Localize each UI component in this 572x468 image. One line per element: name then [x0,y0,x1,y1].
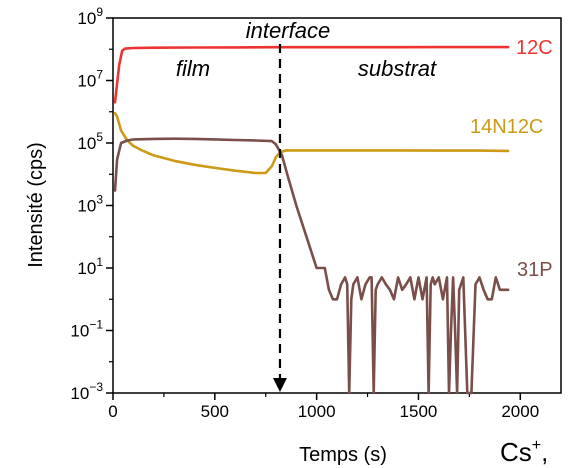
x-tick-label: 1500 [400,402,438,421]
ion-charge: + [532,437,541,454]
series-line-31P [113,137,510,395]
y-axis-title: Intensité (cps) [25,142,47,268]
x-tick-label: 2000 [501,402,539,421]
series-line-14N12C [113,111,510,175]
series-lines [113,45,510,395]
y-tick-label: 107 [77,68,103,91]
ion-name: Cs [500,437,532,467]
y-tick-label: 10−1 [70,318,103,341]
y-tick-label: 103 [77,193,103,216]
series-label-12C: 12C [516,37,553,59]
annotation-substrat: substrat [358,56,437,81]
x-tick-label: 500 [201,402,229,421]
y-tick-label: 10−3 [70,380,103,403]
annotation-film: film [176,56,210,81]
y-tick-label: 105 [77,130,103,153]
annotation-interface: interface [246,18,330,43]
y-tick-label: 101 [77,255,103,278]
ion-label: Cs+, [500,437,548,467]
y-axis: 10−3 10−1 101 103 105 107 109 [70,5,113,403]
series-label-14N12C: 14N12C [470,116,543,138]
series-line-12C [113,45,510,104]
plot-area: 0 500 1000 1500 2000 10−3 10−1 101 103 105 107 109 [70,5,562,421]
x-tick-label: 1000 [298,402,336,421]
y-tick-label: 109 [77,5,103,28]
x-axis: 0 500 1000 1500 2000 [108,393,539,421]
interface-arrow-head [272,378,287,392]
x-tick-label: 0 [108,402,117,421]
ion-suffix: , [541,437,548,467]
series-label-31P: 31P [517,259,553,281]
x-axis-title: Temps (s) [299,444,387,466]
